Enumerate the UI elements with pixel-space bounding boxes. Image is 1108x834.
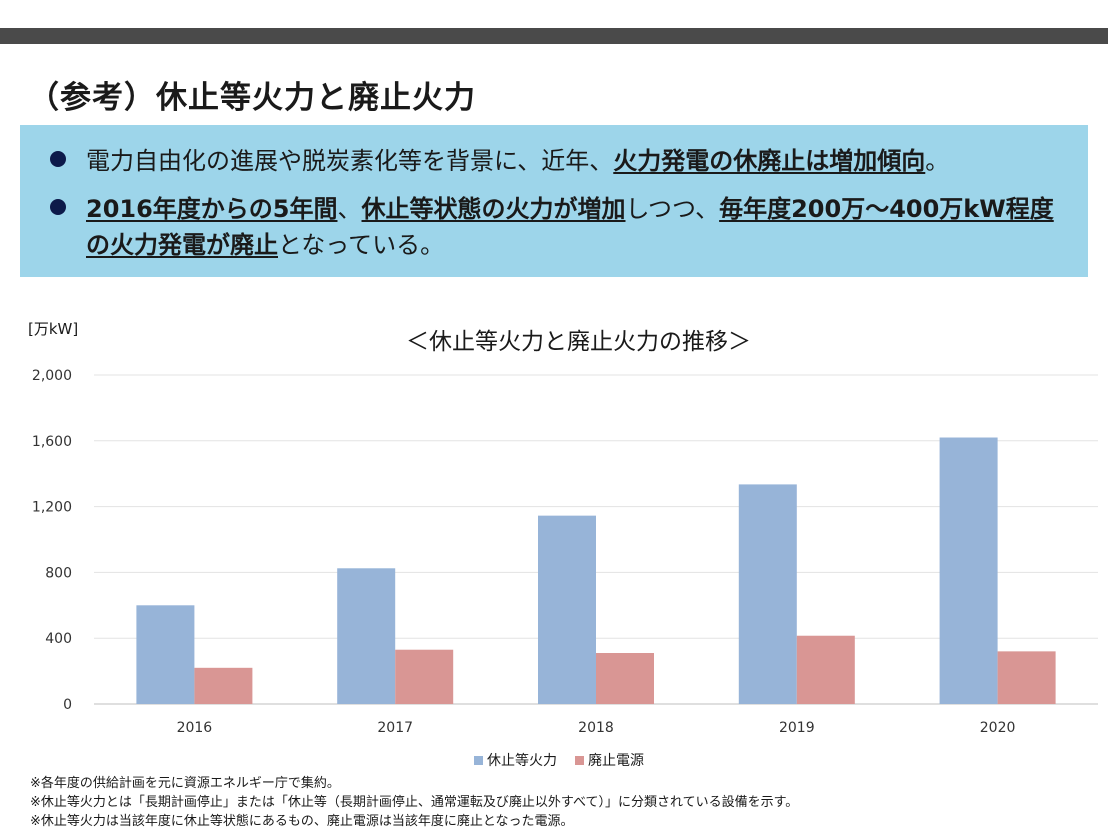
legend-item-retired: 廃止電源	[575, 750, 644, 770]
bar-retired	[194, 667, 253, 704]
bullet-2-end: となっている。	[278, 231, 445, 259]
bar-retired	[796, 635, 855, 704]
y-tick-label: 800	[45, 565, 72, 581]
y-tick-label: 0	[63, 697, 72, 713]
bar-retired	[395, 649, 454, 704]
bullet-1-emphasis: 火力発電の休廃止は増加傾向	[613, 147, 926, 175]
footnote-3: ※休止等火力は当該年度に休止等状態にあるもの、廃止電源は当該年度に廃止となった電…	[30, 814, 574, 829]
bullet-1-plain: 電力自由化の進展や脱炭素化等を背景に、近年、	[86, 147, 614, 175]
bullet-dot-icon	[50, 199, 66, 215]
bullet-2-plain-2: しつつ、	[625, 195, 720, 223]
x-tick-label: 2017	[377, 720, 413, 736]
bullet-dot-icon	[50, 151, 66, 167]
chart-legend: 休止等火力 廃止電源	[474, 750, 644, 770]
page-title: （参考）休止等火力と廃止火力	[28, 80, 476, 116]
chart-title: ＜休止等火力と廃止火力の推移＞	[406, 329, 751, 355]
bar-suspended	[337, 568, 396, 704]
bullet-2-emphasis-2: 休止等状態の火力が増加	[361, 195, 626, 223]
footnotes: ※各年度の供給計画を元に資源エネルギー庁で集約。 ※休止等火力とは「長期計画停止…	[30, 774, 798, 831]
x-tick-label: 2019	[779, 720, 815, 736]
y-tick-label: 2,000	[32, 368, 72, 384]
y-tick-label: 400	[45, 631, 72, 647]
bar-suspended	[538, 515, 596, 704]
summary-bullet-1: 電力自由化の進展や脱炭素化等を背景に、近年、火力発電の休廃止は増加傾向。	[50, 143, 1060, 179]
x-tick-label: 2020	[980, 720, 1016, 736]
legend-swatch-suspended	[474, 755, 483, 765]
x-tick-label: 2016	[177, 720, 213, 736]
bar-retired	[997, 651, 1056, 704]
bullet-2-plain-1: 、	[337, 195, 362, 223]
footnote-1: ※各年度の供給計画を元に資源エネルギー庁で集約。	[30, 776, 340, 791]
bar-chart: 2,000 1,600 1,200 800 400 0 2016 2017 2018 2019 20…	[32, 368, 1098, 736]
bar-suspended	[738, 484, 797, 704]
y-axis-unit-label: [万kW]	[28, 320, 79, 338]
top-bar	[0, 28, 1108, 44]
summary-box: 電力自由化の進展や脱炭素化等を背景に、近年、火力発電の休廃止は増加傾向。 201…	[20, 125, 1088, 277]
legend-label-retired: 廃止電源	[588, 753, 644, 769]
bar-retired	[596, 653, 654, 704]
footnote-2: ※休止等火力とは「長期計画停止」または「休止等（長期計画停止、通常運転及び廃止以…	[30, 795, 799, 810]
x-tick-label: 2018	[578, 720, 614, 736]
bullet-2-text: 2016年度からの5年間、休止等状態の火力が増加しつつ、毎年度200万～400万…	[86, 191, 1076, 263]
legend-swatch-retired	[575, 755, 584, 765]
bullet-2-emphasis-1: 2016年度からの5年間	[86, 195, 338, 223]
bar-suspended	[939, 437, 998, 704]
legend-item-suspended: 休止等火力	[474, 750, 557, 770]
bullet-1-end: 。	[925, 147, 950, 175]
summary-bullet-2: 2016年度からの5年間、休止等状態の火力が増加しつつ、毎年度200万～400万…	[50, 191, 1060, 267]
legend-label-suspended: 休止等火力	[487, 753, 557, 769]
bar-suspended	[136, 605, 195, 704]
y-tick-label: 1,600	[32, 434, 72, 450]
y-tick-label: 1,200	[32, 500, 72, 516]
bullet-1-text: 電力自由化の進展や脱炭素化等を背景に、近年、火力発電の休廃止は増加傾向。	[86, 143, 1076, 179]
bullet-2-emphasis-3: 毎年度200万～400万kW程度の火力発電が廃止	[86, 195, 1054, 259]
